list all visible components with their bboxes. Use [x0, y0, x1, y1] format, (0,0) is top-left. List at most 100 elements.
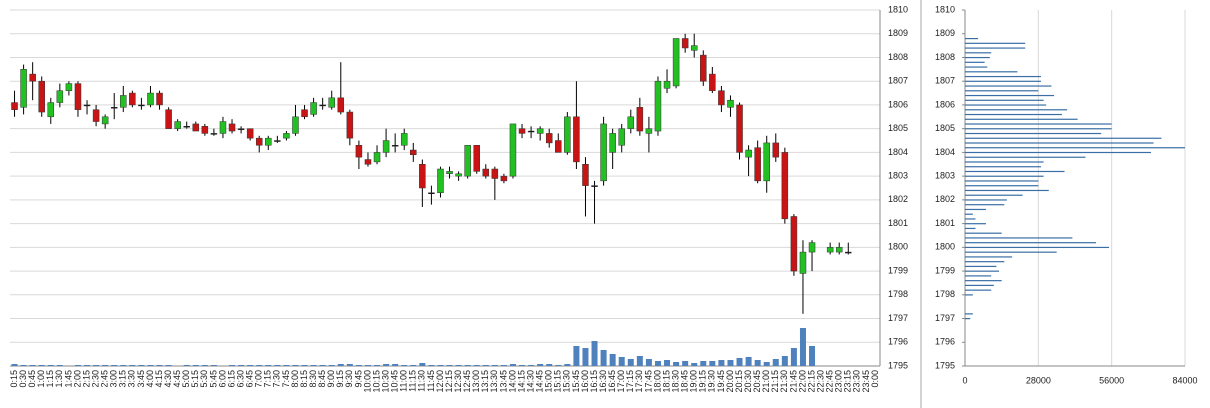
x-tick-label: 84000 — [1172, 375, 1197, 385]
profile-bar — [965, 270, 1000, 272]
x-tick-label: 16:30 — [598, 370, 608, 393]
volume-bar — [165, 365, 172, 366]
volume-bar — [265, 365, 272, 366]
y-tick-label: 1799 — [935, 265, 955, 275]
volume-bar — [74, 365, 81, 366]
x-tick-label: 18:15 — [661, 370, 671, 393]
profile-bar — [965, 265, 997, 268]
x-tick-label: 21:30 — [779, 370, 789, 393]
candle-body — [83, 104, 91, 107]
x-tick-label: 21:00 — [761, 370, 771, 393]
candle-body — [790, 216, 798, 272]
x-tick-label: 8:45 — [317, 370, 327, 388]
volume-bar — [809, 346, 816, 366]
x-tick-label: 7:00 — [254, 370, 264, 388]
candle-body — [265, 137, 272, 146]
candle-body — [355, 145, 363, 158]
x-tick-label: 10:45 — [390, 370, 400, 393]
candle-body — [373, 152, 381, 163]
volume-bar — [183, 365, 190, 366]
volume-bar — [799, 328, 806, 366]
volume-bar — [256, 365, 263, 366]
volume-bar — [56, 365, 63, 366]
candle-body — [410, 149, 417, 156]
candle-body — [310, 102, 317, 115]
volume-bar — [201, 365, 208, 366]
x-tick-label: 13:45 — [498, 370, 508, 393]
x-tick-label: 8:00 — [290, 370, 300, 388]
candle-body — [56, 90, 64, 103]
candle-body — [283, 133, 290, 139]
volume-bar — [700, 361, 707, 366]
x-tick-label: 7:30 — [272, 370, 282, 388]
x-tick-label: 1:00 — [36, 370, 46, 388]
profile-bar — [965, 218, 976, 220]
candle-body — [301, 109, 308, 118]
profile-bar — [965, 280, 1002, 282]
profile-bar — [965, 151, 1151, 154]
x-tick-label: 21:45 — [788, 370, 798, 393]
candle-body — [129, 92, 136, 106]
x-tick-label: 8:30 — [308, 370, 318, 388]
candle-body — [446, 171, 453, 175]
x-tick-label: 19:45 — [716, 370, 726, 393]
volume-bar — [392, 364, 399, 366]
profile-bar — [965, 284, 994, 287]
candle-body — [609, 133, 616, 153]
candle-body — [219, 121, 227, 134]
x-tick-label: 3:00 — [109, 370, 119, 388]
x-tick-label: 12:15 — [444, 370, 454, 393]
y-tick-label: 1801 — [888, 218, 908, 228]
candle-body — [709, 73, 716, 91]
volume-bar — [664, 360, 671, 366]
candle-body — [536, 128, 544, 134]
volume-bar — [147, 365, 154, 366]
profile-bar — [965, 256, 1013, 258]
volume-bar — [790, 348, 797, 366]
x-tick-label: 10:30 — [380, 370, 390, 393]
x-tick-label: 1:45 — [63, 370, 73, 388]
x-tick-label: 11:00 — [399, 370, 409, 392]
candle-body — [736, 104, 743, 153]
y-tick-label: 1801 — [935, 218, 955, 228]
x-tick-label: 15:30 — [562, 370, 572, 393]
volume-bar — [555, 365, 562, 366]
profile-bar — [965, 185, 1039, 187]
candle-body — [47, 102, 55, 118]
profile-bar — [965, 37, 979, 40]
candle-body — [400, 133, 408, 146]
y-tick-label: 1809 — [935, 28, 955, 38]
profile-bar — [965, 80, 1041, 82]
volume-bar — [283, 365, 290, 366]
candle-body — [645, 128, 653, 134]
candle-body — [120, 95, 127, 108]
volume-bar — [519, 365, 526, 366]
volume-bar — [600, 350, 607, 366]
profile-bar — [965, 261, 1005, 263]
candle-body — [482, 168, 490, 177]
candle-body — [165, 109, 172, 129]
x-tick-label: 3:30 — [127, 370, 137, 388]
candle-body — [509, 123, 517, 177]
candle-body — [138, 104, 145, 107]
candle-body — [772, 142, 780, 158]
y-tick-label: 1804 — [888, 147, 908, 157]
candle-body — [663, 80, 671, 89]
volume-bar — [609, 354, 616, 366]
volume-bar — [210, 365, 217, 366]
profile-bar — [965, 166, 1041, 168]
volume-bar — [718, 360, 725, 366]
volume-bar — [682, 361, 689, 366]
volume-bar — [401, 365, 408, 366]
x-tick-label: 6:45 — [245, 370, 255, 388]
volume-bar — [20, 365, 27, 366]
candle-body — [618, 128, 625, 146]
volume-bar — [745, 357, 752, 366]
profile-bar — [965, 242, 1096, 244]
volume-bar — [93, 365, 100, 366]
x-tick-label: 14:00 — [507, 370, 517, 393]
x-tick-label: 11:15 — [408, 370, 418, 392]
x-tick-label: 10:00 — [362, 370, 372, 393]
profile-bar — [965, 180, 1039, 182]
candle-body — [491, 168, 499, 179]
